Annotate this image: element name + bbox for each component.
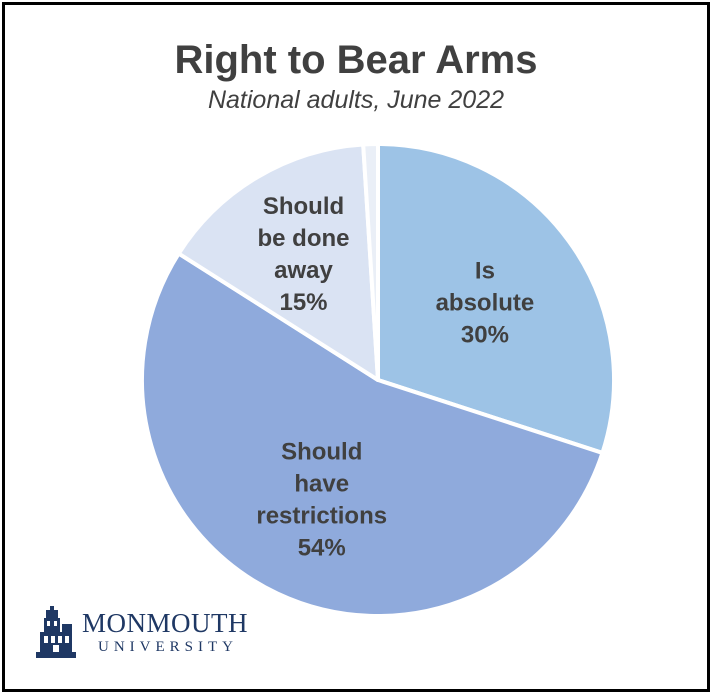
slice-label-0: Is absolute 30% [436,257,535,348]
slice-label-1-line-1: have [294,471,349,498]
pie-slice-1 [140,251,605,618]
chart-title: Right to Bear Arms [174,38,538,82]
slice-label-1-line-3: 54% [298,535,346,562]
slice-label-1: Should have restrictions 54% [256,439,387,562]
slice-label-1-line-0: Should [281,439,362,466]
slice-label-0-line-0: Is [475,257,495,284]
pie-slice-2 [176,142,380,382]
logo-name: MONMOUTH [82,608,248,638]
tower-icon [36,606,76,658]
slice-label-2-line-1: be done [258,225,350,252]
slice-label-2-line-3: 15% [279,289,327,316]
pie-slice-0 [376,142,616,455]
chart-subtitle: National adults, June 2022 [207,86,505,114]
slice-label-2-line-0: Should [263,193,344,220]
slice-label-2-line-2: away [274,257,333,284]
pie-slice-3 [361,142,380,382]
slice-label-2: Should be done away 15% [258,193,350,316]
logo-subtitle: UNIVERSITY [98,639,238,655]
slice-label-0-line-1: absolute [436,289,535,316]
slice-label-0-line-2: 30% [461,321,509,348]
monmouth-university-logo: MONMOUTH UNIVERSITY [36,606,276,660]
slice-label-1-line-2: restrictions [256,503,387,530]
